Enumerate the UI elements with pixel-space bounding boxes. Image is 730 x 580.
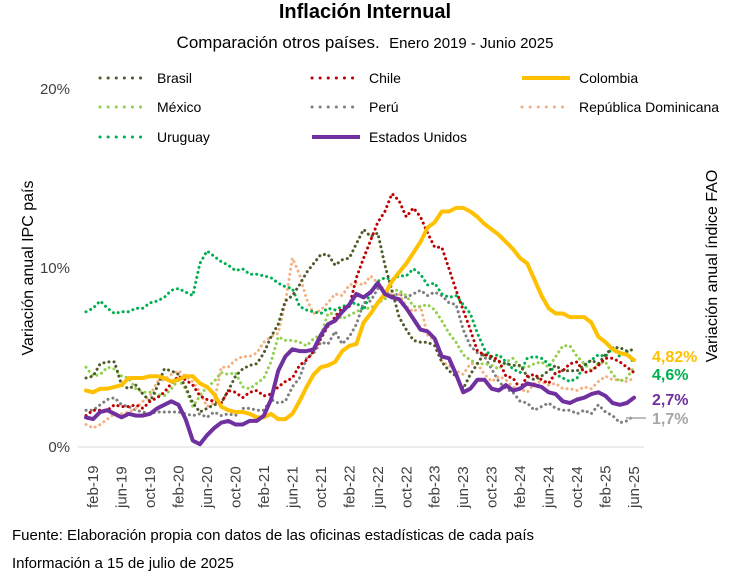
x-tick-jun-23: jun-23 xyxy=(455,466,472,509)
x-tick-feb-21: feb-21 xyxy=(256,465,273,508)
x-tick-oct-20: oct-20 xyxy=(227,466,244,508)
source-note: Fuente: Elaboración propia con datos de … xyxy=(12,527,534,544)
date-note: Información a 15 de julio de 2025 xyxy=(12,555,234,572)
series-line-republica-dominicana xyxy=(84,256,636,430)
subtitle-date-range: Enero 2019 - Junio 2025 xyxy=(389,35,553,52)
y-tick-0: 0% xyxy=(48,439,70,456)
legend: Brasil Chile Colombia México Perú República D… xyxy=(98,70,719,145)
end-label-uruguay: 4,6% xyxy=(652,367,688,384)
legend-label-mexico: México xyxy=(157,99,202,115)
x-tick-feb-24: feb-24 xyxy=(512,465,529,508)
x-tick-jun-20: jun-20 xyxy=(199,466,216,509)
x-tick-feb-20: feb-20 xyxy=(171,465,188,508)
end-label-peru: 1,7% xyxy=(652,411,688,428)
series-line-colombia xyxy=(84,205,636,422)
x-tick-oct-22: oct-22 xyxy=(398,466,415,508)
series-line-chile xyxy=(84,192,636,418)
x-tick-jun-24: jun-24 xyxy=(541,466,558,509)
x-tick-oct-24: oct-24 xyxy=(569,466,586,508)
legend-label-brasil: Brasil xyxy=(157,70,192,86)
legend-label-chile: Chile xyxy=(369,70,401,86)
y-tick-20: 20% xyxy=(40,81,70,98)
series-line-mexico xyxy=(84,288,636,409)
legend-label-republica-dominicana: República Dominicana xyxy=(579,99,719,115)
y-tick-10: 10% xyxy=(40,260,70,277)
y2-axis-label: Variación anual índice FAO xyxy=(704,170,721,363)
x-tick-oct-19: oct-19 xyxy=(142,466,159,508)
x-tick-jun-21: jun-21 xyxy=(284,466,301,509)
chart-title: Inflación Internual xyxy=(279,1,451,23)
legend-label-estados-unidos: Estados Unidos xyxy=(369,129,467,145)
subtitle-main: Comparación otros países. xyxy=(177,33,380,52)
x-tick-feb-23: feb-23 xyxy=(427,465,444,508)
x-tick-feb-19: feb-19 xyxy=(85,465,102,508)
x-tick-labels: feb-19 jun-19 oct-19 feb-20 jun-20 oct-20 feb-… xyxy=(85,465,643,509)
chart-subtitle: Comparación otros países. Enero 2019 - J… xyxy=(177,33,554,52)
x-tick-jun-25: jun-25 xyxy=(626,466,643,509)
series-lines xyxy=(84,192,636,447)
y-axis-label: Variación anual IPC país xyxy=(20,181,37,356)
x-tick-feb-22: feb-22 xyxy=(341,465,358,508)
x-tick-jun-22: jun-22 xyxy=(370,466,387,509)
end-label-estados-unidos: 2,7% xyxy=(652,392,688,409)
series-line-estados-unidos xyxy=(84,281,636,447)
x-tick-jun-19: jun-19 xyxy=(114,466,131,509)
series-line-brasil xyxy=(84,227,636,414)
x-tick-feb-25: feb-25 xyxy=(598,465,615,508)
end-labels: 4,82%4,6% 2,7% 1,7% xyxy=(626,349,697,428)
legend-label-colombia: Colombia xyxy=(579,70,638,86)
legend-label-uruguay: Uruguay xyxy=(157,129,210,145)
x-tick-oct-23: oct-23 xyxy=(484,466,501,508)
x-tick-oct-21: oct-21 xyxy=(313,466,330,508)
series-line-uruguay xyxy=(84,249,636,384)
end-label-colombia: 4,82% xyxy=(652,349,697,366)
legend-label-peru: Perú xyxy=(369,99,399,115)
